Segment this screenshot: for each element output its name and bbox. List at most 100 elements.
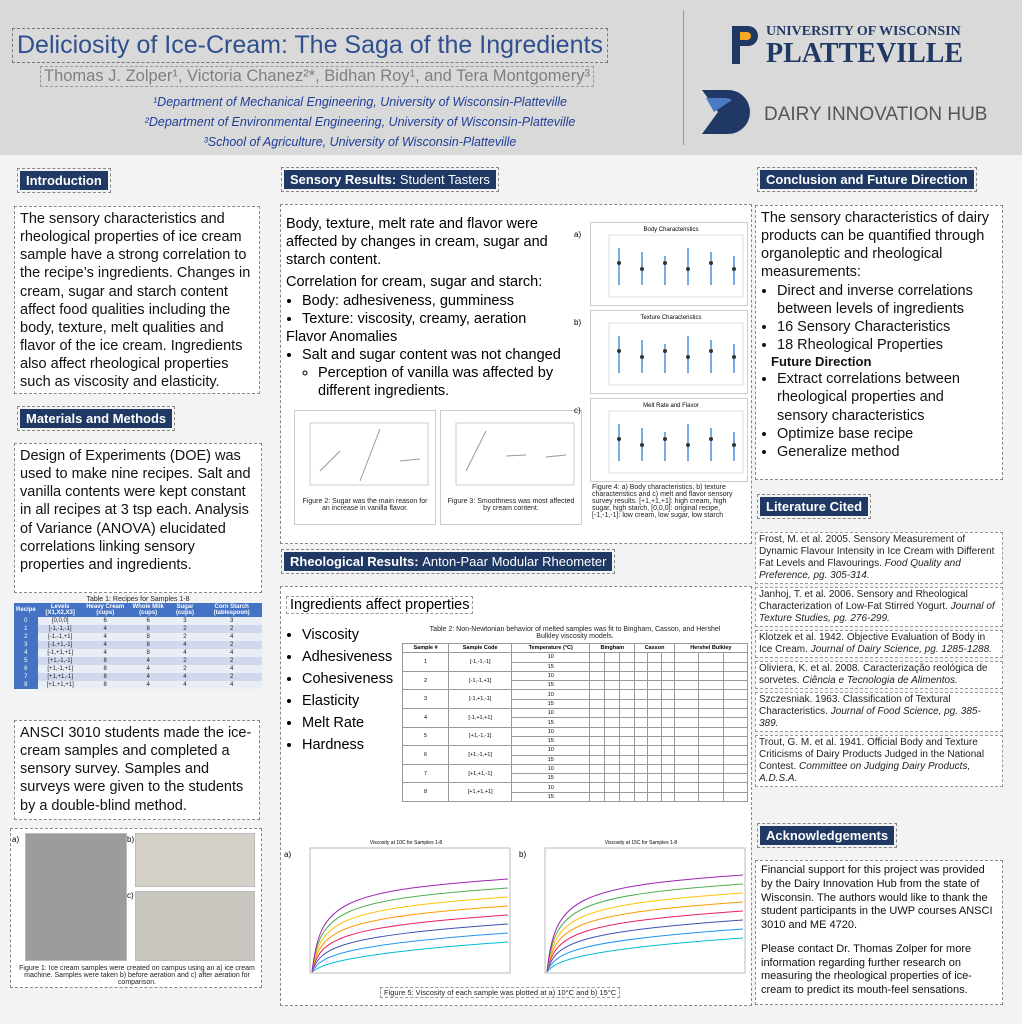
- reference: Szczesniak. 1963. Classification of Text…: [755, 692, 1003, 732]
- cell: [634, 754, 649, 765]
- cell: [634, 680, 649, 691]
- heading-sub: Anton-Paar Modular Rheometer: [422, 554, 607, 569]
- cell: 3: [14, 641, 38, 649]
- curve: [546, 874, 744, 973]
- cell: [604, 717, 621, 728]
- point: [640, 443, 644, 447]
- label: b): [574, 318, 582, 327]
- cell: [604, 735, 621, 747]
- cell: [673, 763, 700, 775]
- curve: [311, 923, 509, 973]
- cell: [604, 726, 621, 737]
- table-2: Table 2: Non-Newtonian behavior of melte…: [401, 626, 749, 803]
- cell: [634, 763, 649, 775]
- bullet: Hardness: [302, 734, 393, 756]
- cell: [619, 652, 636, 663]
- bullet: 16 Sensory Characteristics: [777, 318, 997, 336]
- text: Body, texture, melt rate and flavor were…: [286, 216, 548, 269]
- plot-area: [608, 322, 744, 386]
- cell: 10: [511, 689, 591, 700]
- cell: 15: [511, 680, 591, 691]
- cell: 4: [168, 673, 202, 681]
- header-row: Sample # Sample Code Temperature (°C) Bingh…: [401, 642, 749, 654]
- cell: [647, 745, 662, 756]
- cell: 4: [127, 681, 169, 689]
- point: [617, 349, 621, 353]
- cell: 2: [201, 657, 262, 665]
- cell: [+1,-1,-1]: [448, 726, 513, 747]
- cell: [722, 782, 748, 793]
- cell: [722, 717, 748, 728]
- cell: 2: [168, 625, 202, 633]
- affiliations: ¹Department of Mechanical Engineering, U…: [100, 92, 620, 152]
- caption: Figure 4: a) Body characteristics, b) te…: [592, 484, 733, 519]
- header: [0, 0, 1022, 155]
- cell: [589, 745, 606, 756]
- cell: [604, 661, 621, 672]
- bullet: Extract correlations between rheological…: [777, 370, 997, 424]
- cell: 8: [14, 681, 38, 689]
- cell: 1: [401, 652, 450, 672]
- ref-text: Oliviera, K. et al. 2008. Caracterização…: [759, 663, 988, 686]
- cell: [+1,-1,-1]: [37, 657, 83, 665]
- cell: [604, 773, 621, 784]
- cell: 10: [511, 782, 591, 793]
- cell: [698, 745, 724, 756]
- section-heading: Acknowledgements: [756, 823, 898, 848]
- plot-title: Melt Rate and Flavor: [643, 403, 699, 409]
- subheading: Future Direction: [771, 354, 872, 369]
- cell: [+1,+1,-1]: [448, 763, 513, 784]
- cell: [647, 754, 662, 765]
- header-cell: Bingham: [589, 642, 636, 654]
- cell: [634, 670, 649, 682]
- cell: [589, 708, 606, 719]
- cell: 15: [511, 661, 591, 672]
- cell: [589, 698, 606, 710]
- cell: [673, 791, 700, 803]
- plot-title: Viscosity at 15C for Samples 1-8: [605, 840, 678, 846]
- point: [709, 261, 713, 265]
- cell: [698, 652, 724, 663]
- label: c): [127, 891, 134, 900]
- row: 8 [+1,+1,+1] 8 4 4 4: [14, 681, 262, 689]
- cell: 4: [82, 649, 128, 657]
- text: Financial support for this project was p…: [761, 864, 993, 931]
- text: Correlation for cream, sugar and starch:: [286, 274, 543, 291]
- cell: 6: [82, 617, 128, 625]
- reference: Klotzek et al. 1942. Objective Evaluatio…: [755, 630, 1003, 658]
- row: 2 [-1,-1,+1] 4 8 2 4: [14, 633, 262, 641]
- label: b): [127, 835, 135, 844]
- header-cell: Corn Starch (tablespoon): [201, 603, 262, 617]
- row: 15: [403, 791, 748, 803]
- cell: [673, 735, 700, 747]
- header-cell: Whole Milk (cups): [127, 603, 169, 617]
- header-cell: Hershel Bulkley: [673, 642, 749, 654]
- curve: [546, 901, 744, 973]
- cell: [619, 717, 636, 728]
- bullet: Texture: viscosity, creamy, aeration: [302, 310, 581, 328]
- cell: [634, 698, 649, 710]
- curve: [546, 937, 744, 973]
- cell: [673, 773, 700, 784]
- cell: [660, 680, 675, 691]
- cell: 4: [401, 708, 450, 728]
- cell: [673, 680, 700, 691]
- plot: [309, 422, 429, 486]
- cell: [698, 661, 724, 672]
- caption: Figure 3: Smoothness was most affected b…: [447, 498, 575, 512]
- cell: [604, 782, 621, 793]
- cell: 2: [168, 665, 202, 673]
- curve: [311, 941, 509, 973]
- curve: [311, 896, 509, 973]
- cell: [673, 717, 700, 728]
- cell: 4: [127, 657, 169, 665]
- header-cell: Sample Code: [448, 642, 513, 654]
- label: a): [284, 850, 292, 859]
- row: 4 [-1,+1,+1] 10: [401, 708, 748, 728]
- plot-area: [608, 234, 744, 298]
- cell: [673, 708, 700, 719]
- table: Sample # Sample Code Temperature (°C) Bingh…: [401, 642, 749, 803]
- section-heading: Introduction: [17, 168, 111, 193]
- cell: [660, 763, 675, 775]
